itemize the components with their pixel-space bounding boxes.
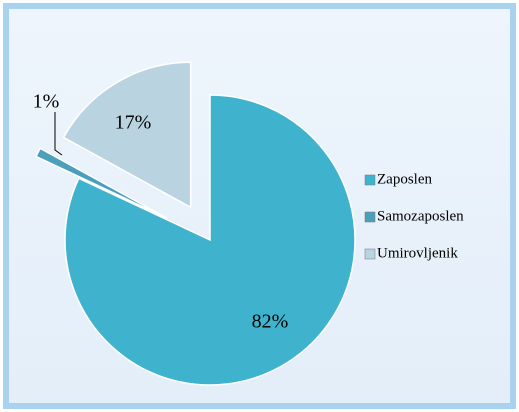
pie-slice [35,147,168,219]
data-label: 1% [33,91,60,113]
legend-label: Samozaposlen [377,208,464,224]
legend-swatch [364,211,376,223]
legend-label: Zaposlen [377,171,432,187]
legend-swatch [364,174,376,186]
legend-swatch [364,248,376,260]
data-label: 17% [115,112,152,134]
leader-line [54,112,63,156]
pie-slice [62,61,192,209]
data-label: 82% [252,311,289,333]
legend-label: Umirovljenik [377,245,458,261]
pie-slice [64,94,356,386]
